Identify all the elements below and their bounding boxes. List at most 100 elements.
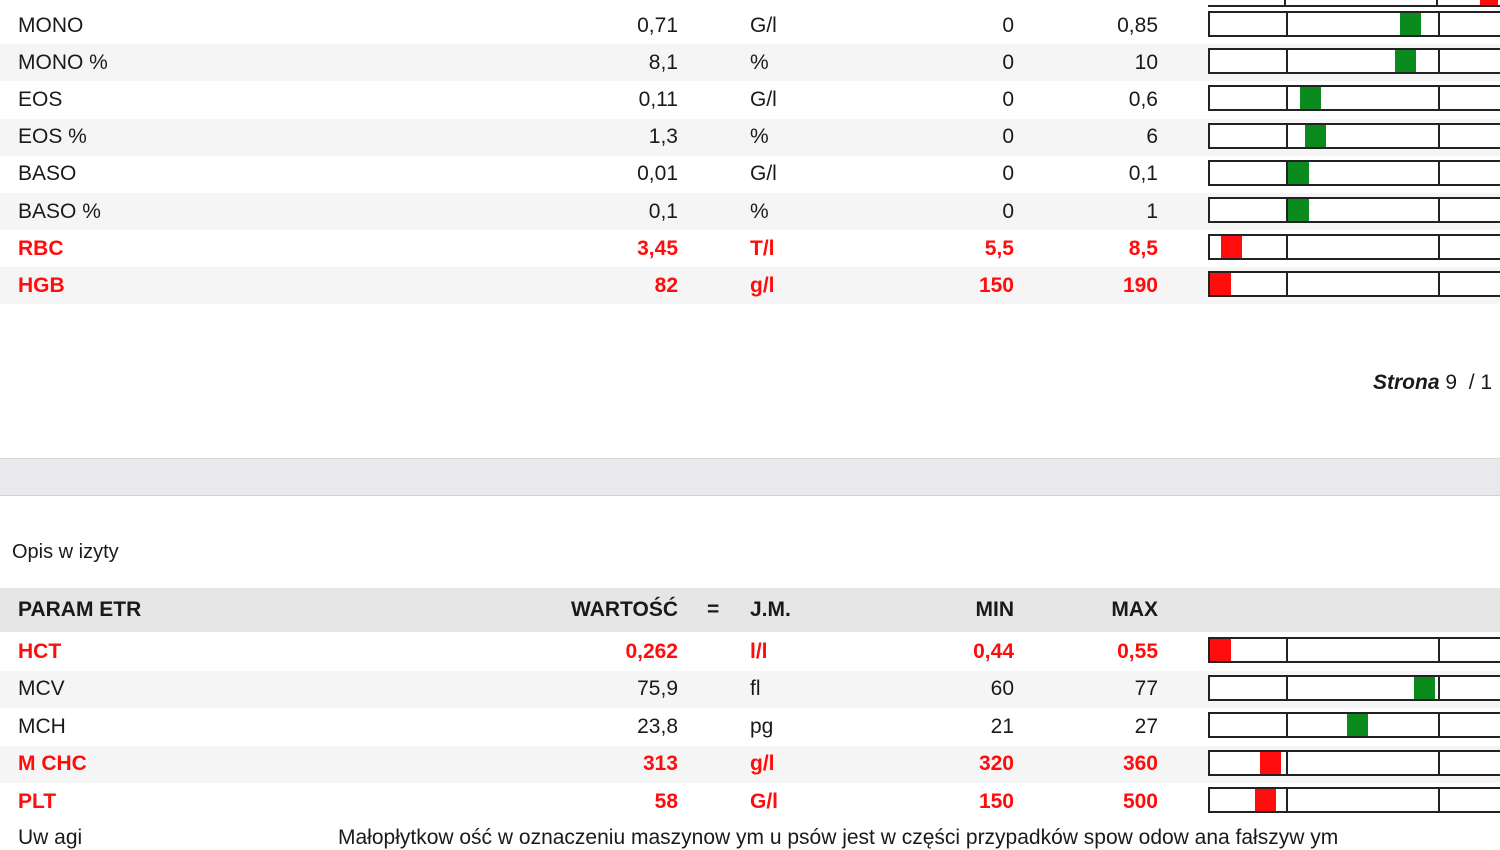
- unit: %: [750, 50, 769, 74]
- max-value: 0,85: [1117, 13, 1158, 37]
- header-max: MAX: [1111, 598, 1158, 621]
- max-value: 77: [1134, 677, 1158, 701]
- normal-marker: [1395, 50, 1416, 73]
- unit: g/l: [750, 273, 775, 297]
- table-row: BASO % 0,1% 0 1: [0, 193, 1500, 230]
- max-value: 10: [1134, 50, 1158, 74]
- normal-marker: [1300, 87, 1321, 110]
- table-row: EOS % 1,3% 0 6: [0, 118, 1500, 156]
- unit: T/l: [750, 236, 775, 260]
- min-value: 0: [1002, 87, 1014, 111]
- result-value: 0,71: [637, 13, 678, 37]
- parameter-name: EOS: [18, 87, 63, 111]
- table-row: BASO 0,01 G/l 0 0,1: [0, 156, 1500, 193]
- max-value: 1: [1146, 199, 1158, 223]
- range-bar: [1208, 122, 1500, 149]
- result-value: 0,262: [625, 639, 678, 663]
- result-value: 0,11: [638, 87, 678, 111]
- header-eq: =: [707, 598, 720, 621]
- parameter-name: MCH: [18, 714, 66, 738]
- parameter-name: M CHC: [18, 752, 87, 776]
- table-row: MONO % 8,1% 0 10: [0, 44, 1500, 82]
- abnormal-marker: [1255, 789, 1276, 812]
- visit-description-label: Opis w izyty: [12, 541, 119, 563]
- unit: G/l: [750, 789, 779, 813]
- max-value: 27: [1134, 714, 1158, 738]
- table-row: MONO 0,71 G/l 0 0,85: [0, 7, 1500, 44]
- previous-row-bar-fragment: [1208, 0, 1500, 7]
- table-row: RBC 3,45 T/l 5,5 8,5: [0, 230, 1500, 267]
- min-value: 150: [978, 789, 1014, 813]
- page-label: Strona: [1373, 371, 1440, 394]
- unit: G/l: [750, 13, 777, 37]
- result-value: 58: [654, 789, 678, 813]
- max-value: 360: [1122, 752, 1158, 776]
- parameter-name: MONO: [18, 13, 84, 37]
- header-unit: J.M.: [750, 598, 791, 621]
- result-value: 82: [654, 273, 678, 297]
- range-bar: [1208, 197, 1500, 223]
- normal-marker: [1288, 199, 1309, 221]
- unit: l/l: [750, 639, 768, 663]
- min-value: 0: [1002, 50, 1014, 74]
- parameter-name: HCT: [18, 639, 62, 663]
- normal-marker: [1347, 714, 1368, 737]
- parameter-name: MCV: [18, 677, 65, 701]
- normal-marker: [1414, 676, 1435, 699]
- range-bar: [1208, 159, 1500, 186]
- result-value: 23,8: [637, 714, 678, 738]
- parameter-name: EOS %: [18, 125, 87, 149]
- unit: pg: [750, 714, 774, 738]
- remarks-text: Małopłytkow ość w oznaczeniu maszynow ym…: [338, 826, 1339, 849]
- page-current: 9: [1445, 371, 1458, 394]
- range-bar: [1208, 271, 1500, 298]
- parameter-name: BASO %: [18, 199, 101, 223]
- max-value: 8,5: [1128, 236, 1158, 260]
- header-parameter: PARAM ETR: [18, 598, 142, 621]
- range-bar: [1208, 787, 1500, 814]
- min-value: 0,44: [973, 639, 1014, 663]
- table-row: HCT 0,262 l/l 0,44 0,55: [0, 633, 1500, 670]
- result-value: 1,3: [648, 125, 678, 149]
- table-row: M CHC 313 g/l 320 360: [0, 745, 1500, 783]
- unit: g/l: [750, 752, 775, 776]
- min-value: 0: [1002, 162, 1014, 186]
- table-row: MCV 75,9 fl 60 77: [0, 670, 1500, 708]
- range-bar: [1208, 11, 1500, 37]
- header-min: MIN: [975, 598, 1015, 621]
- normal-marker: [1305, 124, 1326, 147]
- page-separator: / 1: [1468, 371, 1493, 394]
- result-value: 0,1: [648, 199, 678, 223]
- abnormal-marker: [1210, 273, 1231, 296]
- range-bar: [1208, 674, 1500, 701]
- parameter-name: RBC: [18, 236, 64, 260]
- min-value: 0: [1002, 199, 1014, 223]
- max-value: 0,1: [1128, 162, 1158, 186]
- table-row: PLT 58 G/l 150 500: [0, 783, 1500, 820]
- min-value: 150: [978, 273, 1014, 297]
- max-value: 500: [1122, 789, 1158, 813]
- min-value: 0: [1002, 125, 1014, 149]
- normal-marker: [1400, 13, 1421, 35]
- parameter-name: PLT: [18, 789, 57, 813]
- range-bar: [1208, 234, 1500, 261]
- abnormal-marker: [1221, 236, 1242, 259]
- unit: G/l: [750, 87, 777, 111]
- abnormal-marker: [1210, 639, 1231, 661]
- result-value: 75,9: [637, 677, 678, 701]
- parameter-name: HGB: [18, 273, 65, 297]
- table-row: MCH 23,8 pg 21 27: [0, 708, 1500, 745]
- range-bar: [1208, 749, 1500, 776]
- result-value: 3,45: [637, 236, 678, 260]
- range-bar: [1208, 637, 1500, 663]
- unit: %: [750, 199, 769, 223]
- parameter-name: BASO: [18, 162, 77, 186]
- unit: fl: [750, 677, 761, 701]
- page-number: Strona 9 / 1: [1373, 371, 1492, 395]
- table-row: EOS 0,11 G/l 0 0,6: [0, 81, 1500, 118]
- result-value: 313: [642, 752, 678, 776]
- normal-marker: [1288, 161, 1309, 184]
- min-value: 320: [978, 752, 1014, 776]
- range-bar: [1208, 712, 1500, 739]
- table-header: PARAM ETR WARTOŚĆ = J.M. MIN MAX: [0, 588, 1500, 632]
